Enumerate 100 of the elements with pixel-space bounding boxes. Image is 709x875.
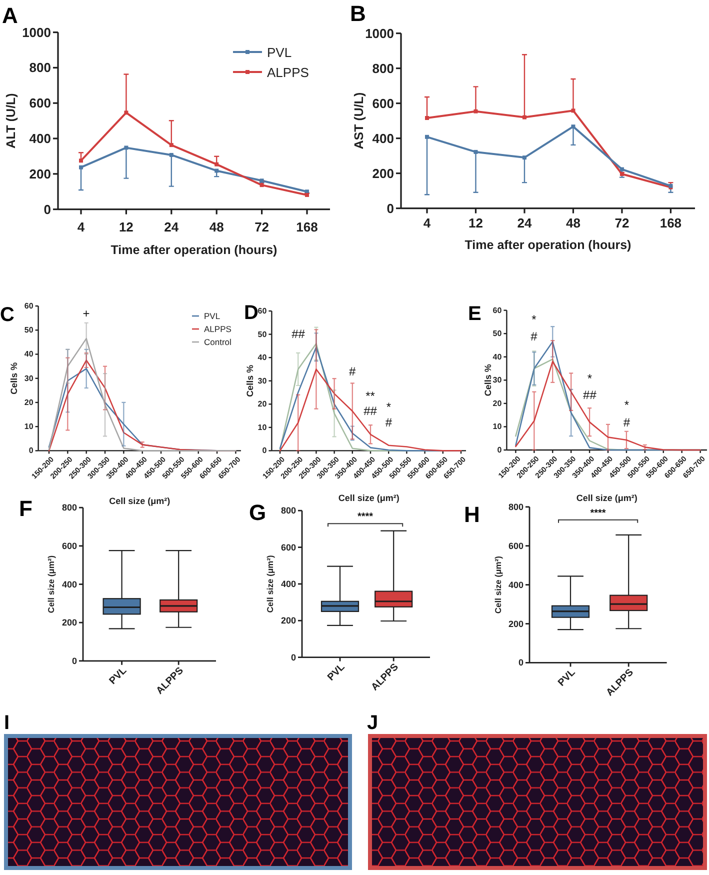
x-axis-title: Cell size (μm²) — [109, 496, 170, 506]
x-tick-label: 72 — [614, 215, 630, 230]
annotation: **** — [358, 512, 374, 523]
y-tick-label: 200 — [508, 618, 524, 629]
y-tick-label: 30 — [258, 376, 268, 386]
annotation: * — [386, 400, 392, 414]
y-tick-label: 40 — [24, 350, 34, 359]
point — [620, 167, 624, 172]
y-tick-label: 800 — [62, 502, 77, 513]
y-tick-label: 600 — [29, 96, 51, 111]
y-tick-label: 1000 — [365, 26, 394, 41]
y-axis-title: Cell size (μm²) — [493, 556, 503, 614]
x-axis-title: Time after operation (hours) — [464, 238, 632, 252]
legend-label: Control — [204, 337, 232, 347]
chart-title: A — [2, 3, 18, 28]
point — [425, 116, 429, 120]
x-tick-label: 24 — [517, 215, 532, 230]
y-tick-label: 400 — [372, 130, 394, 146]
annotation: ## — [583, 388, 597, 402]
y-tick-label: 0 — [518, 658, 524, 668]
y-axis-title: Cell size (μm²) — [46, 555, 56, 614]
text: J — [367, 712, 378, 734]
y-tick-label: 10 — [24, 422, 34, 432]
y-axis-title: Cells % — [245, 364, 255, 397]
y-tick-label: 1000 — [22, 24, 51, 40]
point — [425, 134, 429, 139]
y-tick-label: 200 — [29, 166, 51, 182]
y-tick-label: 400 — [29, 131, 51, 146]
annotation: * — [587, 372, 592, 386]
x-tick-label: PVL — [556, 666, 578, 688]
point — [522, 156, 526, 160]
point — [124, 146, 128, 150]
point — [79, 165, 83, 170]
point — [214, 162, 219, 166]
point — [169, 152, 174, 157]
legend-label: ALPPS — [204, 324, 232, 334]
y-tick-label: 600 — [280, 542, 296, 552]
x-tick-label: 4 — [77, 219, 86, 234]
annotation: ** — [366, 389, 376, 403]
annotation: * — [532, 312, 537, 326]
x-tick-label: PVL — [107, 665, 129, 687]
y-tick-label: 40 — [492, 352, 502, 362]
point — [79, 158, 83, 163]
annotation: # — [348, 364, 356, 379]
annotation: # — [530, 330, 538, 344]
y-tick-label: 200 — [372, 166, 394, 181]
chart-title: F — [19, 496, 32, 521]
point — [124, 110, 128, 115]
y-tick-label: 10 — [258, 422, 268, 432]
y-tick-label: 800 — [29, 60, 51, 76]
y-tick-label: 0 — [44, 202, 51, 217]
y-tick-label: 0 — [290, 652, 296, 662]
legend-label: PVL — [204, 311, 220, 321]
legend-label: PVL — [267, 44, 292, 60]
y-axis-title: AST (U/L) — [352, 92, 366, 150]
annotation: * — [624, 398, 630, 412]
annotation: # — [623, 415, 630, 430]
point — [260, 183, 264, 188]
y-tick-label: 10 — [492, 422, 502, 432]
annotation: **** — [590, 508, 606, 519]
y-tick-label: 30 — [24, 374, 34, 383]
y-tick-label: 40 — [258, 353, 268, 362]
chart-title: C — [0, 304, 14, 326]
y-axis-title: Cell size (μm²) — [265, 554, 275, 613]
y-tick-label: 400 — [280, 578, 296, 589]
y-tick-label: 50 — [24, 326, 34, 335]
y-tick-label: 0 — [386, 200, 394, 216]
chart-title: D — [244, 302, 258, 324]
x-tick-label: PVL — [325, 661, 347, 683]
chart-title: B — [350, 1, 366, 26]
annotation: # — [385, 415, 392, 430]
y-tick-label: 30 — [492, 376, 502, 385]
y-tick-label: 20 — [492, 398, 502, 408]
x-tick-label: 12 — [118, 219, 134, 234]
x-tick-label: 48 — [209, 219, 224, 234]
x-tick-label: 4 — [423, 215, 432, 230]
point — [571, 124, 576, 129]
y-axis-title: ALT (U/L) — [4, 93, 18, 148]
y-axis-title: Cells % — [483, 364, 493, 396]
y-tick-label: 0 — [497, 446, 502, 454]
y-tick-label: 0 — [262, 446, 268, 456]
chart-title: H — [464, 502, 480, 527]
x-tick-label: 24 — [164, 219, 180, 234]
y-tick-label: 60 — [492, 306, 502, 315]
y-tick-label: 400 — [508, 580, 524, 590]
y-tick-label: 200 — [62, 618, 77, 628]
y-tick-label: 800 — [372, 60, 394, 76]
chart-title: E — [468, 303, 482, 325]
point — [214, 168, 219, 173]
point — [474, 150, 478, 154]
x-axis-title: Cell size (μm²) — [576, 493, 638, 503]
x-tick-label: 12 — [468, 215, 483, 230]
y-tick-label: 600 — [62, 540, 77, 551]
annotation: ## — [292, 327, 306, 341]
point — [522, 115, 526, 120]
point — [169, 143, 174, 148]
point — [474, 109, 478, 114]
y-tick-label: 60 — [24, 302, 34, 310]
y-tick-label: 600 — [372, 96, 394, 111]
y-tick-label: 50 — [258, 330, 268, 339]
